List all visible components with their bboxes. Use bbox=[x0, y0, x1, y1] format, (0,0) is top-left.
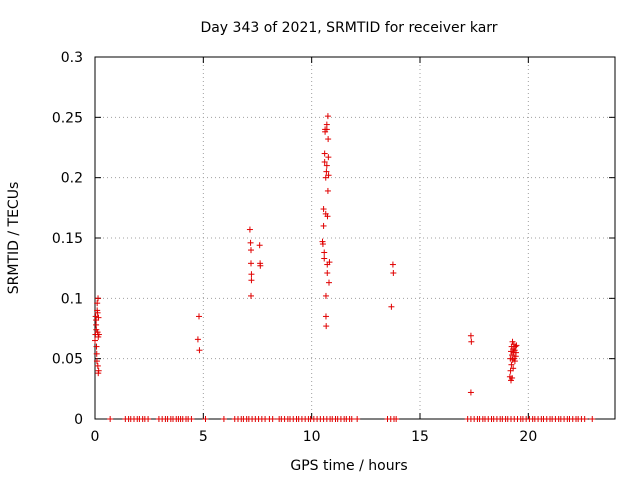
data-point bbox=[389, 261, 396, 268]
data-point bbox=[324, 213, 331, 220]
data-point bbox=[509, 374, 516, 381]
axis-ticks bbox=[94, 56, 615, 420]
data-point bbox=[320, 222, 327, 229]
y-tick-labels: 0 0.05 0.1 0.15 0.2 0.25 0.3 bbox=[52, 50, 83, 428]
chart-title: Day 343 of 2021, SRMTID for receiver kar… bbox=[200, 20, 497, 36]
data-point bbox=[257, 262, 264, 269]
data-point bbox=[589, 416, 596, 422]
data-point bbox=[324, 113, 331, 120]
data-point bbox=[95, 367, 102, 374]
y-tick-label: 0.3 bbox=[61, 50, 83, 66]
data-point bbox=[393, 416, 400, 422]
y-tick-label: 0.05 bbox=[52, 352, 83, 368]
data-point bbox=[322, 313, 329, 320]
data-point bbox=[188, 416, 195, 422]
data-point bbox=[390, 269, 397, 276]
data-point bbox=[247, 239, 254, 246]
data-point bbox=[202, 416, 209, 422]
data-point bbox=[93, 343, 100, 350]
data-point bbox=[92, 337, 98, 344]
data-point bbox=[145, 416, 152, 422]
y-tick-label: 0 bbox=[74, 412, 83, 428]
data-point bbox=[512, 349, 519, 356]
x-tick-labels: 0 5 10 15 20 bbox=[91, 429, 538, 445]
data-point bbox=[508, 361, 515, 368]
data-point bbox=[94, 300, 101, 307]
data-point bbox=[467, 332, 474, 339]
data-point bbox=[321, 255, 328, 262]
y-tick-label: 0.25 bbox=[52, 110, 83, 126]
data-point bbox=[513, 342, 520, 349]
x-tick-label: 15 bbox=[411, 429, 429, 445]
data-point bbox=[467, 389, 474, 396]
data-point bbox=[248, 260, 254, 267]
data-point bbox=[348, 416, 355, 422]
data-point bbox=[220, 416, 227, 422]
data-point bbox=[581, 416, 588, 422]
x-tick-label: 0 bbox=[91, 429, 100, 445]
data-points bbox=[92, 113, 596, 422]
data-point bbox=[322, 292, 329, 299]
x-tick-label: 10 bbox=[303, 429, 321, 445]
data-point bbox=[323, 323, 330, 330]
data-point bbox=[94, 362, 101, 369]
data-point bbox=[94, 309, 101, 316]
data-point bbox=[468, 338, 475, 345]
data-point bbox=[326, 279, 332, 286]
data-point bbox=[196, 347, 203, 354]
data-point bbox=[107, 416, 114, 422]
data-point bbox=[354, 416, 361, 422]
data-point bbox=[511, 358, 518, 365]
data-point bbox=[321, 150, 328, 157]
data-point bbox=[321, 158, 328, 165]
data-point bbox=[93, 350, 100, 357]
x-tick-label: 20 bbox=[519, 429, 537, 445]
data-point bbox=[248, 277, 255, 284]
grid-lines bbox=[95, 57, 615, 419]
data-point bbox=[256, 242, 263, 249]
data-point bbox=[194, 336, 201, 343]
data-point bbox=[95, 295, 102, 302]
data-point bbox=[388, 303, 395, 310]
y-axis-label: SRMTID / TECUs bbox=[6, 182, 22, 295]
data-point bbox=[323, 162, 330, 169]
y-tick-label: 0.2 bbox=[61, 171, 83, 187]
x-axis-label: GPS time / hours bbox=[290, 458, 407, 474]
data-point bbox=[321, 249, 328, 256]
y-tick-label: 0.15 bbox=[52, 231, 83, 247]
data-point bbox=[269, 416, 276, 422]
data-point bbox=[246, 226, 253, 233]
data-point bbox=[248, 247, 254, 254]
data-point bbox=[324, 187, 331, 194]
data-point bbox=[326, 259, 333, 266]
data-point bbox=[512, 343, 519, 350]
data-point bbox=[196, 313, 202, 320]
data-point bbox=[93, 358, 100, 365]
data-point bbox=[323, 126, 330, 133]
data-point bbox=[325, 172, 332, 179]
data-point bbox=[325, 136, 332, 143]
data-point bbox=[319, 241, 326, 248]
data-point bbox=[325, 154, 332, 161]
data-point bbox=[324, 269, 331, 276]
x-tick-label: 5 bbox=[199, 429, 208, 445]
data-point bbox=[95, 314, 102, 321]
data-point bbox=[248, 292, 254, 299]
data-point bbox=[95, 331, 102, 338]
data-point bbox=[320, 206, 327, 213]
data-point bbox=[510, 365, 517, 372]
data-point bbox=[248, 271, 255, 278]
data-point bbox=[323, 168, 330, 175]
y-tick-label: 0.1 bbox=[61, 291, 83, 307]
